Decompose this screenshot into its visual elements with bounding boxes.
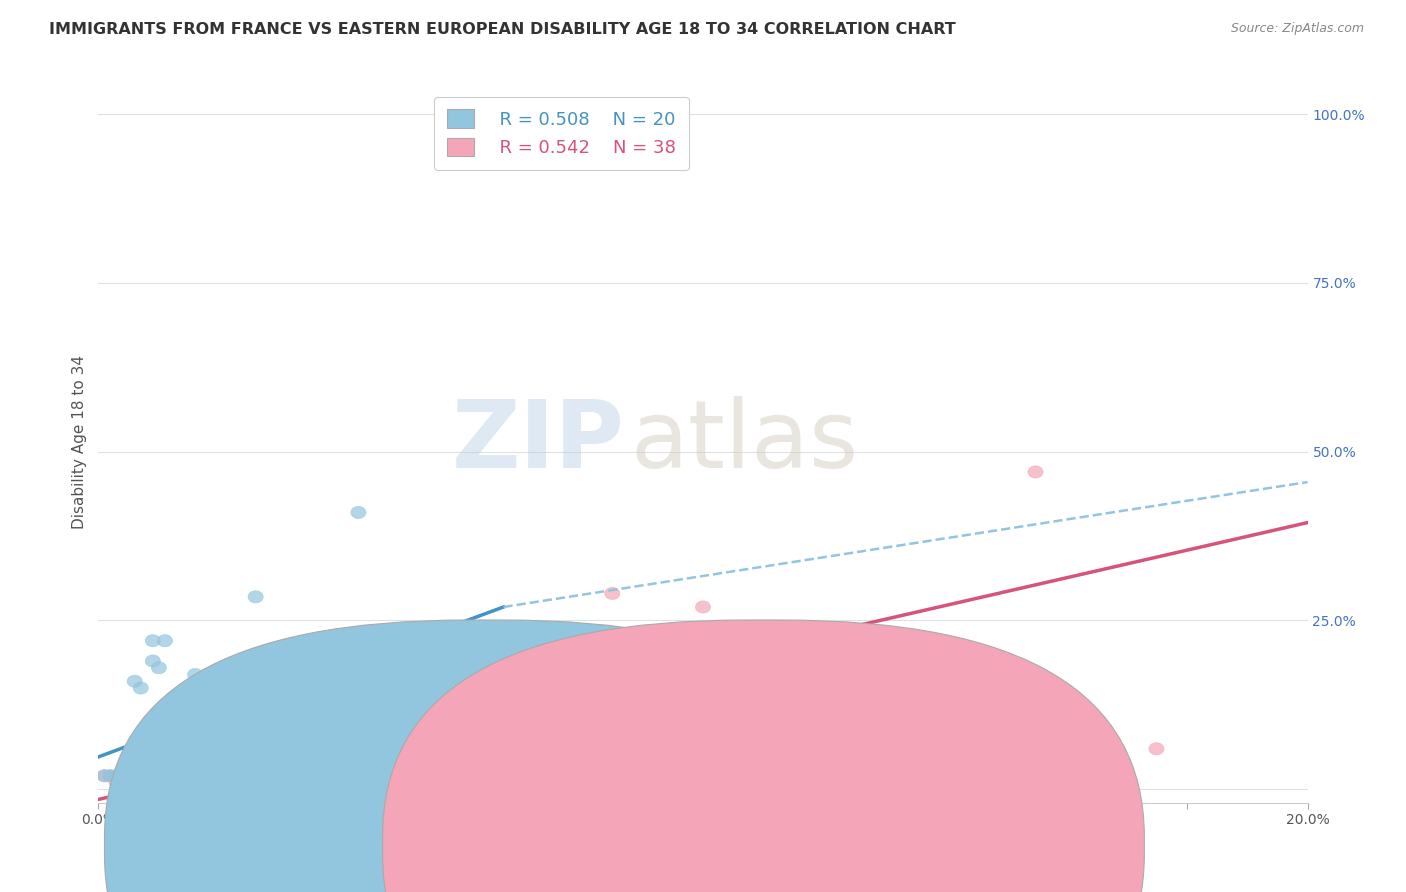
Ellipse shape (200, 770, 215, 782)
FancyBboxPatch shape (382, 620, 1144, 892)
Ellipse shape (152, 662, 166, 673)
Ellipse shape (212, 770, 226, 782)
Ellipse shape (273, 770, 287, 782)
Ellipse shape (605, 588, 620, 599)
Ellipse shape (134, 681, 148, 694)
Y-axis label: Disability Age 18 to 34: Disability Age 18 to 34 (72, 354, 87, 529)
Ellipse shape (194, 723, 208, 735)
Ellipse shape (163, 770, 179, 782)
Ellipse shape (127, 770, 142, 782)
Ellipse shape (260, 770, 276, 782)
Ellipse shape (423, 681, 439, 694)
Legend:   R = 0.508    N = 20,   R = 0.542    N = 38: R = 0.508 N = 20, R = 0.542 N = 38 (434, 96, 689, 169)
Ellipse shape (139, 749, 155, 762)
Ellipse shape (284, 715, 299, 728)
Ellipse shape (205, 715, 221, 728)
Ellipse shape (1028, 466, 1043, 478)
Ellipse shape (115, 770, 131, 782)
Ellipse shape (134, 749, 148, 762)
Ellipse shape (515, 675, 529, 688)
Ellipse shape (121, 770, 136, 782)
Ellipse shape (170, 770, 184, 782)
Ellipse shape (176, 770, 191, 782)
Text: Source: ZipAtlas.com: Source: ZipAtlas.com (1230, 22, 1364, 36)
Ellipse shape (103, 770, 118, 782)
Ellipse shape (333, 681, 347, 694)
Ellipse shape (127, 675, 142, 688)
Ellipse shape (181, 723, 197, 735)
Ellipse shape (224, 702, 239, 714)
Ellipse shape (145, 635, 160, 647)
Text: ZIP: ZIP (451, 395, 624, 488)
Ellipse shape (247, 591, 263, 603)
FancyBboxPatch shape (104, 620, 866, 892)
Ellipse shape (139, 770, 155, 782)
Ellipse shape (97, 770, 112, 782)
Text: Immigrants from France: Immigrants from France (474, 843, 641, 856)
Ellipse shape (97, 770, 112, 782)
Ellipse shape (321, 702, 336, 714)
Ellipse shape (1149, 743, 1164, 755)
Ellipse shape (152, 770, 166, 782)
Ellipse shape (242, 702, 257, 714)
Ellipse shape (145, 655, 160, 667)
Ellipse shape (115, 770, 131, 782)
Ellipse shape (352, 507, 366, 518)
Ellipse shape (231, 696, 245, 707)
Ellipse shape (187, 668, 202, 681)
Ellipse shape (163, 749, 179, 762)
Text: atlas: atlas (630, 395, 859, 488)
Ellipse shape (157, 770, 173, 782)
Ellipse shape (696, 601, 710, 613)
Ellipse shape (110, 776, 124, 789)
Ellipse shape (145, 770, 160, 782)
Ellipse shape (134, 770, 148, 782)
Ellipse shape (152, 715, 166, 728)
Ellipse shape (103, 770, 118, 782)
Ellipse shape (121, 770, 136, 782)
Ellipse shape (157, 635, 173, 647)
Ellipse shape (127, 770, 142, 782)
Ellipse shape (170, 770, 184, 782)
Ellipse shape (187, 702, 202, 714)
Text: IMMIGRANTS FROM FRANCE VS EASTERN EUROPEAN DISABILITY AGE 18 TO 34 CORRELATION C: IMMIGRANTS FROM FRANCE VS EASTERN EUROPE… (49, 22, 956, 37)
Ellipse shape (121, 749, 136, 762)
Ellipse shape (394, 689, 408, 701)
Text: Eastern Europeans: Eastern Europeans (783, 843, 914, 856)
Ellipse shape (134, 770, 148, 782)
Ellipse shape (127, 770, 142, 782)
Ellipse shape (110, 770, 124, 782)
